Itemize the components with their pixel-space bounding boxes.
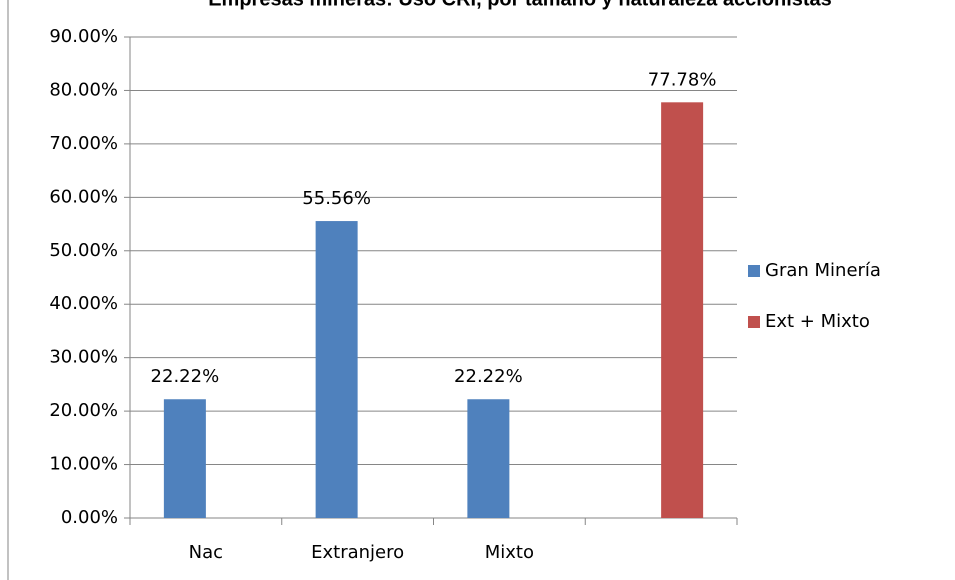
- chart-frame: [7, 0, 9, 580]
- y-tick-label: 90.00%: [49, 26, 118, 47]
- bar: [661, 102, 704, 518]
- x-tick-label: Mixto: [485, 542, 534, 563]
- data-label: 55.56%: [302, 188, 371, 209]
- x-tick-label: Nac: [189, 542, 223, 563]
- y-tick-label: 80.00%: [49, 79, 118, 100]
- bar: [163, 399, 206, 518]
- data-label: 22.22%: [454, 366, 523, 387]
- legend-label: Ext + Mixto: [765, 311, 870, 332]
- data-label: 22.22%: [151, 366, 220, 387]
- y-tick-label: 20.00%: [49, 400, 118, 421]
- bar: [467, 399, 510, 518]
- y-tick-label: 60.00%: [49, 186, 118, 207]
- y-tick-label: 40.00%: [49, 293, 118, 314]
- legend-marker: [748, 265, 760, 277]
- chart-title: Empresas mineras: Uso CRI, por tamaño y …: [208, 0, 832, 10]
- data-label: 77.78%: [648, 69, 717, 90]
- y-tick-label: 70.00%: [49, 133, 118, 154]
- y-tick-label: 30.00%: [49, 347, 118, 368]
- legend-label: Gran Minería: [765, 260, 881, 281]
- bar: [315, 221, 358, 518]
- legend-marker: [748, 316, 760, 328]
- x-tick-label: Extranjero: [311, 542, 404, 563]
- y-tick-label: 10.00%: [49, 454, 118, 475]
- y-tick-label: 50.00%: [49, 240, 118, 261]
- y-tick-label: 0.00%: [61, 507, 118, 528]
